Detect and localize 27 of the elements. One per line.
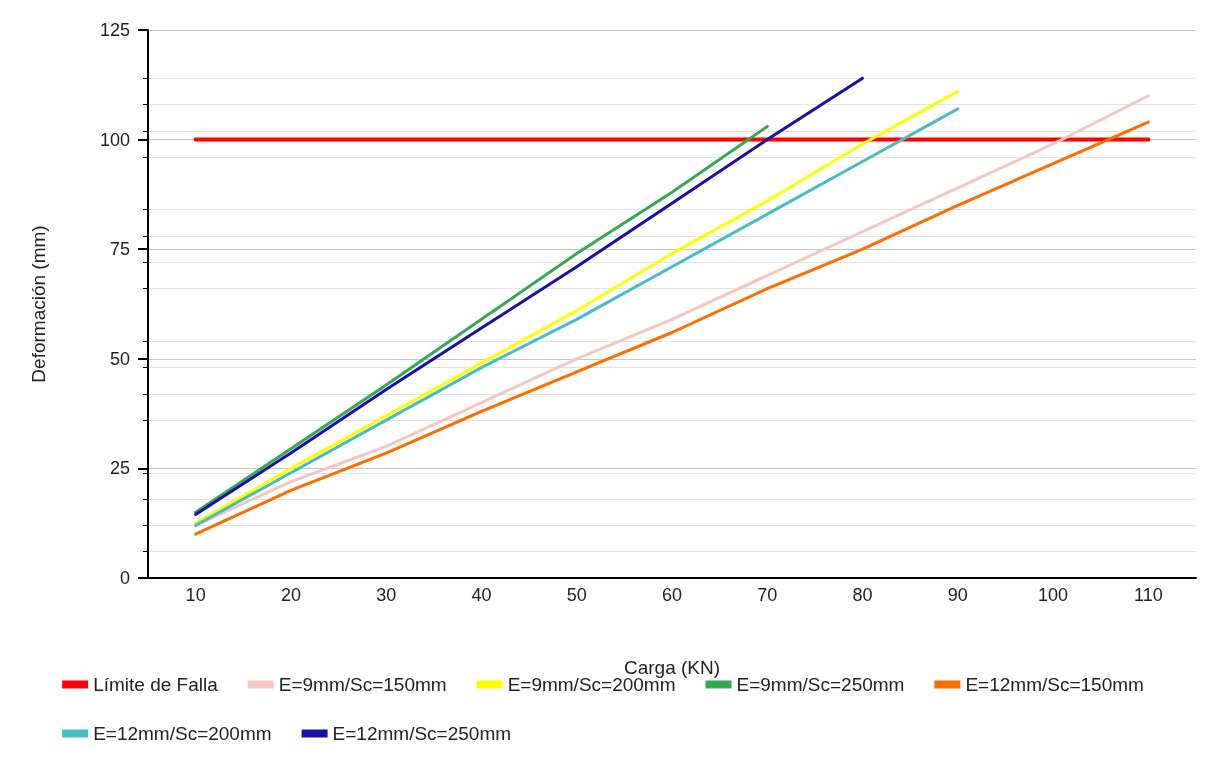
legend-label: E=12mm/Sc=200mm bbox=[93, 723, 272, 744]
x-tick-label: 90 bbox=[947, 585, 968, 605]
legend-label: Límite de Falla bbox=[93, 674, 219, 695]
x-tick-label: 60 bbox=[661, 585, 683, 605]
y-tick-label: 75 bbox=[109, 239, 130, 260]
y-tick-label: 25 bbox=[109, 458, 130, 479]
x-tick-label: 10 bbox=[185, 585, 206, 605]
y-tick-label: 125 bbox=[99, 20, 130, 40]
y-tick-label: 50 bbox=[109, 348, 130, 369]
y-axis-title: Deformación (mm) bbox=[28, 225, 49, 383]
x-tick-label: 50 bbox=[566, 585, 587, 605]
x-tick-label: 20 bbox=[280, 585, 301, 605]
y-tick-label: 100 bbox=[99, 129, 130, 150]
legend-label: E=12mm/Sc=250mm bbox=[332, 723, 512, 744]
x-axis-title: Carga (KN) bbox=[623, 657, 721, 678]
x-tick-label: 40 bbox=[471, 585, 492, 605]
legend-label: E=9mm/Sc=250mm bbox=[736, 674, 905, 695]
x-tick-label: 80 bbox=[852, 585, 873, 605]
x-tick-label: 30 bbox=[376, 585, 397, 605]
x-tick-label: 70 bbox=[757, 585, 778, 605]
line-series bbox=[194, 124, 769, 514]
x-tick-label: 110 bbox=[1134, 585, 1163, 605]
y-tick-label: 0 bbox=[119, 568, 130, 588]
x-tick-label: 100 bbox=[1038, 585, 1069, 605]
legend-label: E=9mm/Sc=150mm bbox=[278, 674, 447, 695]
legend-label: E=12mm/Sc=150mm bbox=[965, 674, 1144, 695]
line-series bbox=[194, 76, 865, 516]
